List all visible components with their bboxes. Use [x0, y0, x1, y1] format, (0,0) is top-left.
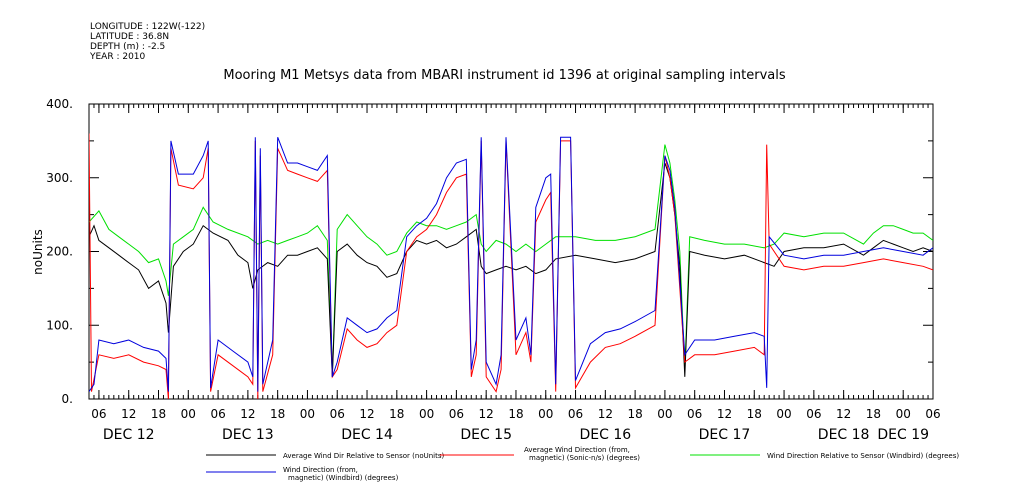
- x-tick-label: 06: [925, 407, 940, 421]
- x-tick-label: 00: [181, 407, 196, 421]
- x-tick-label: 06: [687, 407, 702, 421]
- x-tick-label: 06: [806, 407, 821, 421]
- longitude-label: LONGITUDE : 122W(-122): [90, 22, 206, 32]
- x-day-label: DEC 19: [877, 427, 929, 443]
- x-day-label: DEC 15: [460, 427, 512, 443]
- x-tick-label: 18: [389, 407, 404, 421]
- x-tick-label: 00: [300, 407, 315, 421]
- x-tick-label: 12: [836, 407, 851, 421]
- x-tick-label: 12: [479, 407, 494, 421]
- metadata-block: LONGITUDE : 122W(-122) LATITUDE : 36.8N …: [90, 22, 205, 62]
- legend-label: Average Wind Direction (from,: [524, 446, 630, 454]
- x-tick-label: 06: [568, 407, 583, 421]
- year-label: YEAR : 2010: [90, 52, 146, 62]
- x-tick-label: 06: [330, 407, 345, 421]
- depth-label: DEPTH (m) : -2.5: [90, 42, 166, 52]
- legend-label: magnetic) (Windbird) (degrees): [288, 474, 399, 482]
- x-tick-label: 00: [657, 407, 672, 421]
- x-tick-label: 18: [866, 407, 881, 421]
- legend-label: Average Wind Dir Relative to Sensor (noU…: [283, 452, 444, 460]
- latitude-label: LATITUDE : 36.8N: [90, 32, 170, 42]
- series-line-2: [89, 144, 933, 377]
- y-tick-label: 300.: [46, 171, 73, 185]
- x-tick-label: 00: [538, 407, 553, 421]
- x-day-label: DEC 17: [699, 427, 751, 443]
- x-tick-label: 00: [776, 407, 791, 421]
- x-day-label: DEC 12: [103, 427, 155, 443]
- x-tick-label: 18: [508, 407, 523, 421]
- x-tick-label: 18: [627, 407, 642, 421]
- legend-label: magnetic) (Sonic-n/s) (degrees): [529, 454, 640, 462]
- series-line-1: [89, 133, 933, 399]
- x-tick-label: 12: [598, 407, 613, 421]
- y-axis-label: noUnits: [31, 229, 45, 275]
- x-day-label: DEC 13: [222, 427, 274, 443]
- x-tick-label: 12: [240, 407, 255, 421]
- x-tick-label: 12: [717, 407, 732, 421]
- x-tick-label: 06: [91, 407, 106, 421]
- y-tick-label: 100.: [46, 318, 73, 332]
- series-line-0: [89, 162, 933, 377]
- x-day-label: DEC 16: [579, 427, 631, 443]
- legend-label: Wind Direction (from,: [283, 466, 358, 474]
- chart-title: Mooring M1 Metsys data from MBARI instru…: [223, 68, 786, 83]
- y-tick-label: 200.: [46, 245, 73, 259]
- x-day-label: DEC 18: [818, 427, 870, 443]
- x-tick-label: 18: [270, 407, 285, 421]
- x-tick-label: 06: [449, 407, 464, 421]
- x-tick-label: 18: [747, 407, 762, 421]
- x-day-label: DEC 14: [341, 427, 393, 443]
- x-tick-label: 00: [419, 407, 434, 421]
- x-tick-label: 18: [151, 407, 166, 421]
- y-tick-label: 400.: [46, 97, 73, 111]
- x-tick-label: 12: [121, 407, 136, 421]
- x-tick-label: 06: [210, 407, 225, 421]
- y-tick-label: 0.: [62, 392, 73, 406]
- legend-label: Wind Direction Relative to Sensor (Windb…: [767, 452, 959, 460]
- x-tick-label: 12: [359, 407, 374, 421]
- series-line-3: [89, 136, 933, 392]
- x-tick-label: 00: [896, 407, 911, 421]
